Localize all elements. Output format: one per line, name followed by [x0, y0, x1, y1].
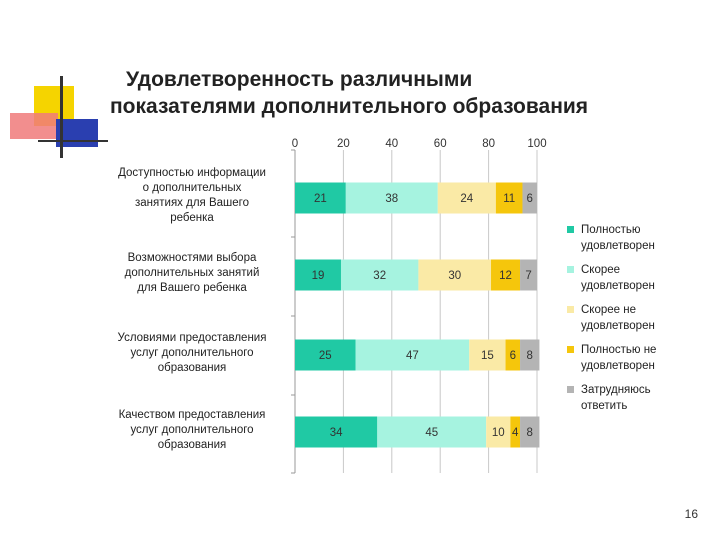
data-label: 6	[527, 193, 533, 205]
bar-segment	[418, 259, 492, 291]
legend-item: Затрудняюсь ответить	[567, 382, 707, 414]
bar-segment	[295, 416, 378, 448]
category-label-line: для Вашего ребенка	[137, 281, 247, 294]
x-tick-label: 60	[434, 138, 447, 150]
data-label: 24	[460, 193, 473, 205]
bar-segment	[510, 416, 521, 448]
x-tick-label: 100	[527, 138, 546, 150]
chart-legend: Полностью удовлетворен Скорее удовлетворен С…	[567, 222, 707, 422]
title-line-1: Удовлетворенность различными	[126, 68, 473, 91]
decor-horizontal-line	[38, 140, 108, 142]
data-label: 34	[330, 427, 343, 439]
data-label: 25	[319, 350, 332, 362]
data-label: 10	[492, 427, 505, 439]
legend-label-line: Скорее не	[581, 304, 636, 316]
data-label: 7	[525, 270, 531, 282]
category-label-line: занятиях для Вашего	[135, 197, 249, 209]
bar-segment	[295, 339, 356, 371]
bar-segment	[377, 416, 487, 448]
bar-segment	[355, 339, 470, 371]
legend-swatch	[567, 266, 574, 273]
category-label-line: Доступностью информации	[118, 167, 266, 179]
legend-label-line: Затрудняюсь	[581, 384, 651, 396]
data-label: 8	[527, 427, 533, 439]
bar-segment	[469, 339, 506, 371]
x-tick-label: 40	[385, 138, 398, 150]
category-label-line: Возможностями выбора	[127, 251, 257, 264]
data-label: 8	[527, 350, 533, 362]
decor-blue-square	[56, 119, 98, 147]
category-label-line: образования	[157, 361, 227, 374]
legend-label-line: Скорее	[581, 264, 621, 276]
bar-segment	[520, 259, 537, 291]
data-label: 47	[406, 350, 419, 362]
data-label: 6	[510, 350, 516, 362]
data-label: 12	[499, 270, 512, 282]
category-label-line: Условиями предоставления	[117, 331, 267, 344]
legend-label-line: удовлетворен	[581, 280, 655, 292]
legend-label-line: удовлетворен	[581, 320, 655, 332]
legend-swatch	[567, 226, 574, 233]
bar-segment	[520, 416, 540, 448]
data-label: 11	[503, 193, 515, 205]
bar-segment	[295, 182, 346, 214]
data-label: 19	[312, 270, 325, 282]
bar-segment	[340, 259, 419, 291]
title-line-2: показателями дополнительного образования	[110, 95, 589, 118]
bar-segment	[437, 182, 496, 214]
legend-swatch	[567, 346, 574, 353]
category-label-line: о дополнительных	[142, 182, 242, 194]
category-label-line: дополнительных занятий	[124, 266, 260, 279]
x-tick-label: 80	[482, 138, 495, 150]
legend-item: Полностью удовлетворен	[567, 222, 707, 254]
legend-label-line: удовлетворен	[581, 360, 655, 372]
page-number: 16	[684, 507, 698, 521]
data-label: 21	[314, 193, 327, 205]
data-label: 45	[425, 427, 438, 439]
legend-label-line: Полностью не	[581, 344, 657, 356]
bar-segment	[520, 339, 540, 371]
decor-red-rect	[10, 113, 58, 139]
slide-title: Удовлетворенность различными показателям…	[110, 66, 700, 120]
data-label: 15	[481, 350, 494, 362]
data-label: 30	[448, 270, 461, 282]
category-label-line: ребенка	[170, 212, 214, 224]
data-label: 4	[512, 427, 519, 439]
category-label-line: услуг дополнительного	[130, 423, 254, 436]
category-label-line: образования	[157, 438, 227, 451]
bar-segment	[522, 182, 537, 214]
bar-segment	[491, 259, 521, 291]
category-label-line: Качеством предоставления	[118, 408, 266, 421]
legend-swatch	[567, 306, 574, 313]
legend-item: Полностью не удовлетворен	[567, 342, 707, 374]
category-label: Качеством предоставления услуг дополнител…	[98, 408, 286, 453]
legend-item: Скорее не удовлетворен	[567, 302, 707, 334]
legend-swatch	[567, 386, 574, 393]
x-tick-label: 20	[337, 138, 350, 150]
legend-item: Скорее удовлетворен	[567, 262, 707, 294]
data-label: 32	[373, 270, 386, 282]
bar-segment	[505, 339, 521, 371]
bar-segment	[295, 259, 341, 291]
category-label: Доступностью информации о дополнительных з…	[98, 166, 286, 226]
category-label: Возможностями выбора дополнительных занят…	[98, 251, 286, 296]
data-label: 38	[385, 193, 398, 205]
category-label: Условиями предоставления услуг дополнител…	[98, 331, 286, 376]
bar-segment	[495, 182, 523, 214]
legend-label-line: удовлетворен	[581, 240, 655, 252]
x-tick-label: 0	[292, 138, 298, 150]
bar-segment	[486, 416, 511, 448]
legend-label-line: Полностью	[581, 224, 641, 236]
category-label-line: услуг дополнительного	[130, 346, 254, 359]
decor-vertical-line	[60, 76, 63, 158]
bar-segment	[345, 182, 438, 214]
legend-label-line: ответить	[581, 400, 628, 412]
